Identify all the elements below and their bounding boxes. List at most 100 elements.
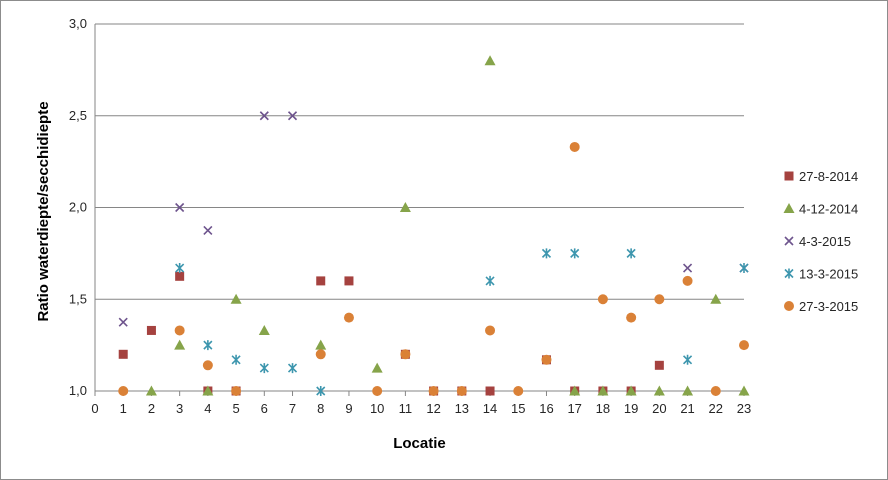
data-point-series-1 xyxy=(118,349,128,359)
data-point-series-2 xyxy=(710,293,722,304)
y-tick-label: 2,0 xyxy=(69,200,87,215)
x-tick-label: 13 xyxy=(455,401,469,416)
data-point-series-5 xyxy=(513,386,524,396)
data-point-series-5 xyxy=(400,349,411,360)
data-point-series-4 xyxy=(231,354,241,365)
data-point-series-4 xyxy=(287,363,298,374)
data-point-series-2 xyxy=(484,55,496,66)
legend-marker-series-5 xyxy=(784,301,794,311)
x-tick-label: 18 xyxy=(596,401,610,416)
data-point-series-5 xyxy=(315,349,326,360)
data-point-series-1 xyxy=(316,276,326,286)
data-point-series-5 xyxy=(739,340,749,351)
data-point-series-3 xyxy=(118,317,128,327)
legend-label-series-3: 4-3-2015 xyxy=(799,234,851,249)
y-tick-label: 3,0 xyxy=(69,16,87,31)
data-point-series-2 xyxy=(653,385,665,396)
data-point-series-4 xyxy=(485,275,495,286)
data-point-series-2 xyxy=(399,202,411,212)
data-point-series-4 xyxy=(175,263,185,274)
data-point-series-2 xyxy=(258,324,270,335)
data-point-series-5 xyxy=(569,141,580,152)
data-point-series-5 xyxy=(456,386,467,396)
x-tick-label: 15 xyxy=(511,401,525,416)
data-point-series-2 xyxy=(738,385,750,396)
data-point-series-5 xyxy=(428,386,439,396)
data-point-series-1 xyxy=(146,325,156,335)
x-tick-label: 20 xyxy=(652,401,666,416)
data-point-series-5 xyxy=(710,386,721,396)
data-point-series-3 xyxy=(175,202,185,213)
data-point-series-4 xyxy=(570,248,580,259)
x-tick-label: 11 xyxy=(399,401,413,416)
data-point-series-2 xyxy=(597,385,609,396)
legend-marker-series-4 xyxy=(784,268,794,279)
y-tick-label: 1,5 xyxy=(69,291,87,306)
legend-label-series-5: 27-3-2015 xyxy=(799,299,858,314)
data-point-series-2 xyxy=(315,339,327,350)
x-tick-label: 9 xyxy=(345,401,352,416)
y-tick-label: 1,0 xyxy=(69,383,87,398)
data-point-series-4 xyxy=(541,248,552,259)
data-point-series-2 xyxy=(625,385,637,396)
data-point-series-5 xyxy=(682,275,693,286)
x-tick-label: 17 xyxy=(567,401,581,416)
x-tick-label: 21 xyxy=(680,401,694,416)
data-point-series-1 xyxy=(175,271,185,281)
x-tick-label: 19 xyxy=(624,401,638,416)
data-point-series-5 xyxy=(597,294,608,305)
data-point-series-5 xyxy=(343,312,354,323)
legend-label-series-4: 13-3-2015 xyxy=(799,267,858,282)
x-tick-label: 1 xyxy=(120,401,127,416)
data-point-series-5 xyxy=(118,386,129,396)
data-point-series-4 xyxy=(203,340,213,351)
data-point-series-4 xyxy=(739,263,749,274)
data-point-series-2 xyxy=(145,385,157,396)
x-tick-label: 22 xyxy=(709,401,723,416)
x-tick-label: 3 xyxy=(176,401,183,416)
x-tick-label: 10 xyxy=(370,401,384,416)
data-point-series-3 xyxy=(259,111,269,121)
x-tick-label: 8 xyxy=(317,401,324,416)
data-point-series-5 xyxy=(541,354,552,365)
data-point-series-5 xyxy=(231,386,242,396)
data-point-series-3 xyxy=(682,263,693,273)
x-tick-label: 2 xyxy=(148,401,155,416)
data-point-series-5 xyxy=(654,294,665,305)
legend-label-series-2: 4-12-2014 xyxy=(799,202,858,217)
data-point-series-5 xyxy=(485,325,496,336)
data-point-series-2 xyxy=(371,362,383,373)
legend-marker-series-1 xyxy=(784,171,794,181)
data-point-series-2 xyxy=(202,385,214,396)
legend-marker-series-2 xyxy=(783,203,795,213)
y-tick-label: 2,5 xyxy=(69,108,87,123)
x-tick-label: 0 xyxy=(91,401,98,416)
x-tick-label: 4 xyxy=(204,401,211,416)
x-tick-label: 16 xyxy=(539,401,553,416)
data-point-series-2 xyxy=(174,339,186,350)
data-point-series-4 xyxy=(682,354,693,365)
data-point-series-2 xyxy=(569,385,581,396)
data-point-series-1 xyxy=(485,386,495,396)
legend-marker-series-3 xyxy=(784,236,794,246)
data-point-series-1 xyxy=(654,360,664,370)
x-tick-label: 5 xyxy=(232,401,239,416)
x-tick-label: 23 xyxy=(737,401,751,416)
x-tick-label: 6 xyxy=(261,401,268,416)
data-point-series-1 xyxy=(344,276,354,286)
data-point-series-5 xyxy=(626,312,637,323)
x-tick-label: 12 xyxy=(426,401,440,416)
data-point-series-2 xyxy=(230,293,242,304)
x-tick-label: 7 xyxy=(289,401,296,416)
data-point-series-4 xyxy=(259,363,269,374)
y-axis-title: Ratio waterdiepte/secchidiepte xyxy=(35,101,52,321)
legend-label-series-1: 27-8-2014 xyxy=(799,169,858,184)
data-point-series-4 xyxy=(316,386,326,396)
data-point-series-4 xyxy=(626,248,636,259)
data-point-series-3 xyxy=(203,225,213,236)
x-tick-label: 14 xyxy=(483,401,497,416)
data-point-series-5 xyxy=(174,325,185,336)
data-point-series-3 xyxy=(287,111,298,121)
